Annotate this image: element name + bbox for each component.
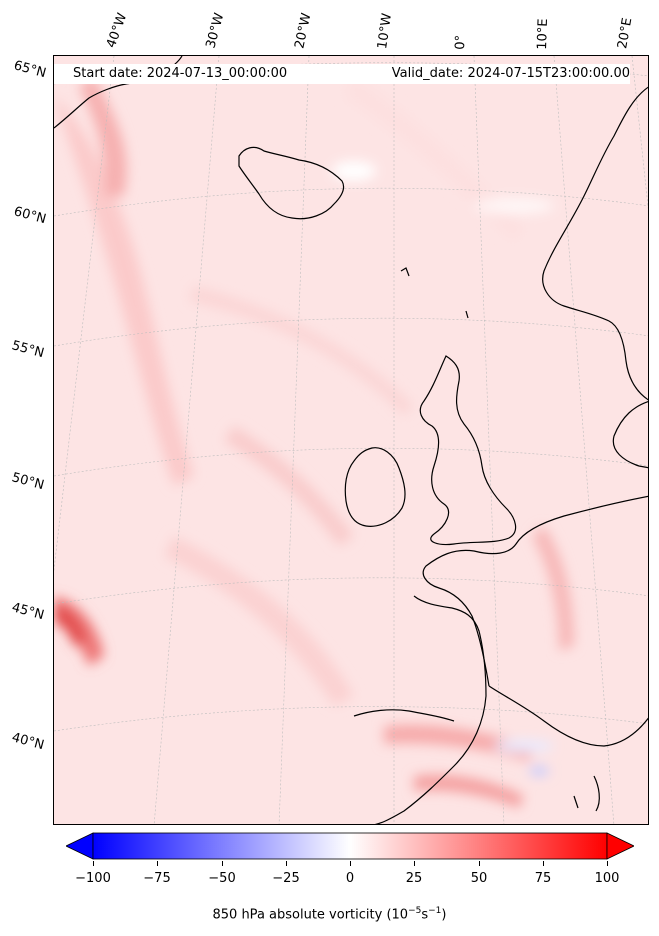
colorbar-tick-label: 0 bbox=[345, 871, 355, 886]
colorbar-tick bbox=[350, 861, 351, 866]
colorbar-tick-label: 25 bbox=[405, 871, 423, 886]
colorbar-high-extend bbox=[606, 832, 635, 860]
vorticity-field bbox=[54, 76, 574, 808]
colorbar-tick bbox=[414, 861, 415, 866]
lat-label-45n: 45°N bbox=[10, 600, 46, 624]
colorbar-title-unit: s bbox=[421, 907, 429, 923]
colorbar-tick-label: −75 bbox=[143, 871, 171, 886]
colorbar-tick bbox=[543, 861, 544, 866]
colorbar-tick-label: 100 bbox=[594, 871, 620, 886]
lon-label-40w: 40°W bbox=[103, 11, 131, 50]
lat-label-55n: 55°N bbox=[10, 338, 46, 362]
lon-label-30w: 30°W bbox=[203, 11, 228, 50]
colorbar-title-exp2: −1 bbox=[428, 906, 442, 916]
lon-label-10w: 10°W bbox=[375, 12, 395, 50]
colorbar-tick bbox=[222, 861, 223, 866]
lat-label-40n: 40°N bbox=[10, 730, 46, 754]
colorbar-graphic bbox=[65, 832, 635, 860]
colorbar-title-text: 850 hPa absolute vorticity (10 bbox=[212, 907, 409, 923]
colorbar-tick bbox=[607, 861, 608, 866]
colorbar-tick-label: −50 bbox=[208, 871, 236, 886]
colorbar bbox=[65, 831, 635, 861]
colorbar-body bbox=[92, 832, 608, 860]
lat-label-50n: 50°N bbox=[10, 470, 46, 494]
lon-label-10e: 10°E bbox=[535, 18, 552, 50]
colorbar-tick-label: −25 bbox=[272, 871, 300, 886]
vorticity-map bbox=[53, 55, 649, 825]
colorbar-tick-label: 75 bbox=[534, 871, 552, 886]
coastlines bbox=[54, 56, 648, 824]
lat-label-65n: 65°N bbox=[12, 58, 48, 82]
lon-label-20w: 20°W bbox=[292, 11, 315, 50]
colorbar-title-exp1: −5 bbox=[408, 906, 422, 916]
start-date-label: Start date: 2024-07-13_00:00:00 bbox=[73, 66, 288, 81]
colorbar-tick bbox=[479, 861, 480, 866]
colorbar-tick-label: 50 bbox=[470, 871, 488, 886]
lat-label-60n: 60°N bbox=[12, 204, 48, 228]
colorbar-low-extend bbox=[65, 832, 94, 860]
colorbar-tick bbox=[93, 861, 94, 866]
colorbar-tick bbox=[286, 861, 287, 866]
lon-label-20e: 20°E bbox=[615, 16, 636, 51]
valid-date-label: Valid_date: 2024-07-15T23:00:00.00 bbox=[391, 66, 630, 81]
colorbar-tick-label: −100 bbox=[75, 871, 111, 886]
map-field bbox=[54, 56, 648, 824]
colorbar-title-end: ) bbox=[441, 907, 447, 923]
colorbar-tick bbox=[157, 861, 158, 866]
lon-label-0: 0° bbox=[453, 34, 469, 50]
colorbar-title: 850 hPa absolute vorticity (10−5s−1) bbox=[0, 906, 659, 922]
header-band bbox=[54, 64, 630, 84]
